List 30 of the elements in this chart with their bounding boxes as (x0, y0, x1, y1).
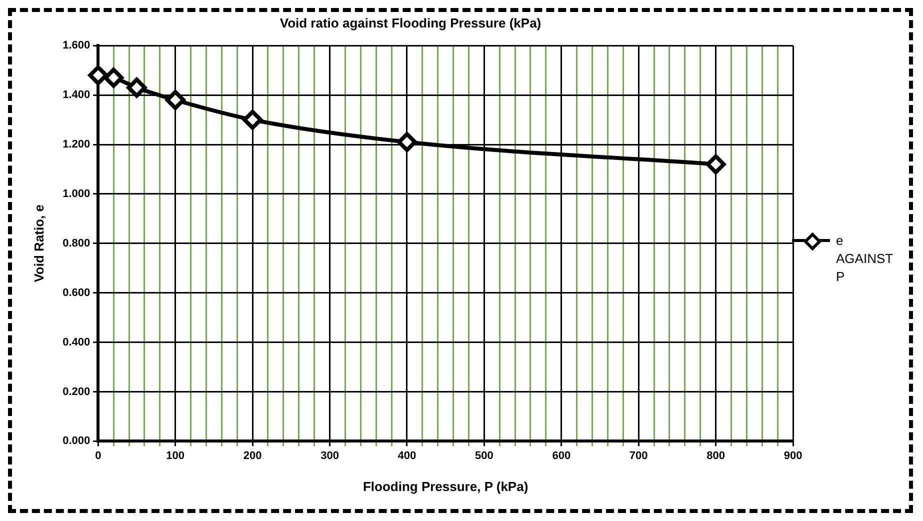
point (242, 110, 263, 130)
x-tick-label: 100 (166, 450, 185, 462)
point (706, 154, 726, 174)
y-tick-label: 1.200 (62, 138, 90, 151)
point (165, 90, 186, 110)
y-tick-label: 1.000 (62, 188, 90, 200)
y-tick-label: 0.000 (62, 435, 90, 448)
y-axis-title: Void Ratio, e (31, 204, 46, 282)
y-tick-label: 0.400 (62, 336, 90, 348)
point (88, 65, 108, 86)
x-tick-label: 400 (398, 450, 416, 462)
x-tick-label: 0 (95, 450, 102, 462)
x-tick-label: 700 (629, 450, 648, 462)
x-axis-title: Flooding Pressure, P (kPa) (362, 478, 528, 494)
y-tick-label: 1.600 (62, 40, 90, 52)
x-tick-label: 800 (706, 450, 725, 462)
point (104, 68, 124, 88)
point (396, 132, 417, 152)
x-tick-label: 200 (243, 450, 262, 462)
x-tick-label: 900 (784, 450, 802, 462)
y-tick-label: 0.600 (62, 286, 90, 299)
legend-label: e AGAINST P (836, 232, 894, 286)
x-tick-label: 600 (552, 450, 571, 462)
chart-title: Void ratio against Flooding Pressure (kPa) (280, 15, 542, 30)
x-tick-label: 300 (320, 450, 339, 462)
y-tick-label: 1.400 (62, 89, 90, 102)
x-tick-label: 500 (474, 450, 494, 462)
point (126, 78, 147, 98)
y-tick-label: 0.200 (62, 386, 90, 398)
y-tick-label: 0.800 (62, 237, 90, 250)
